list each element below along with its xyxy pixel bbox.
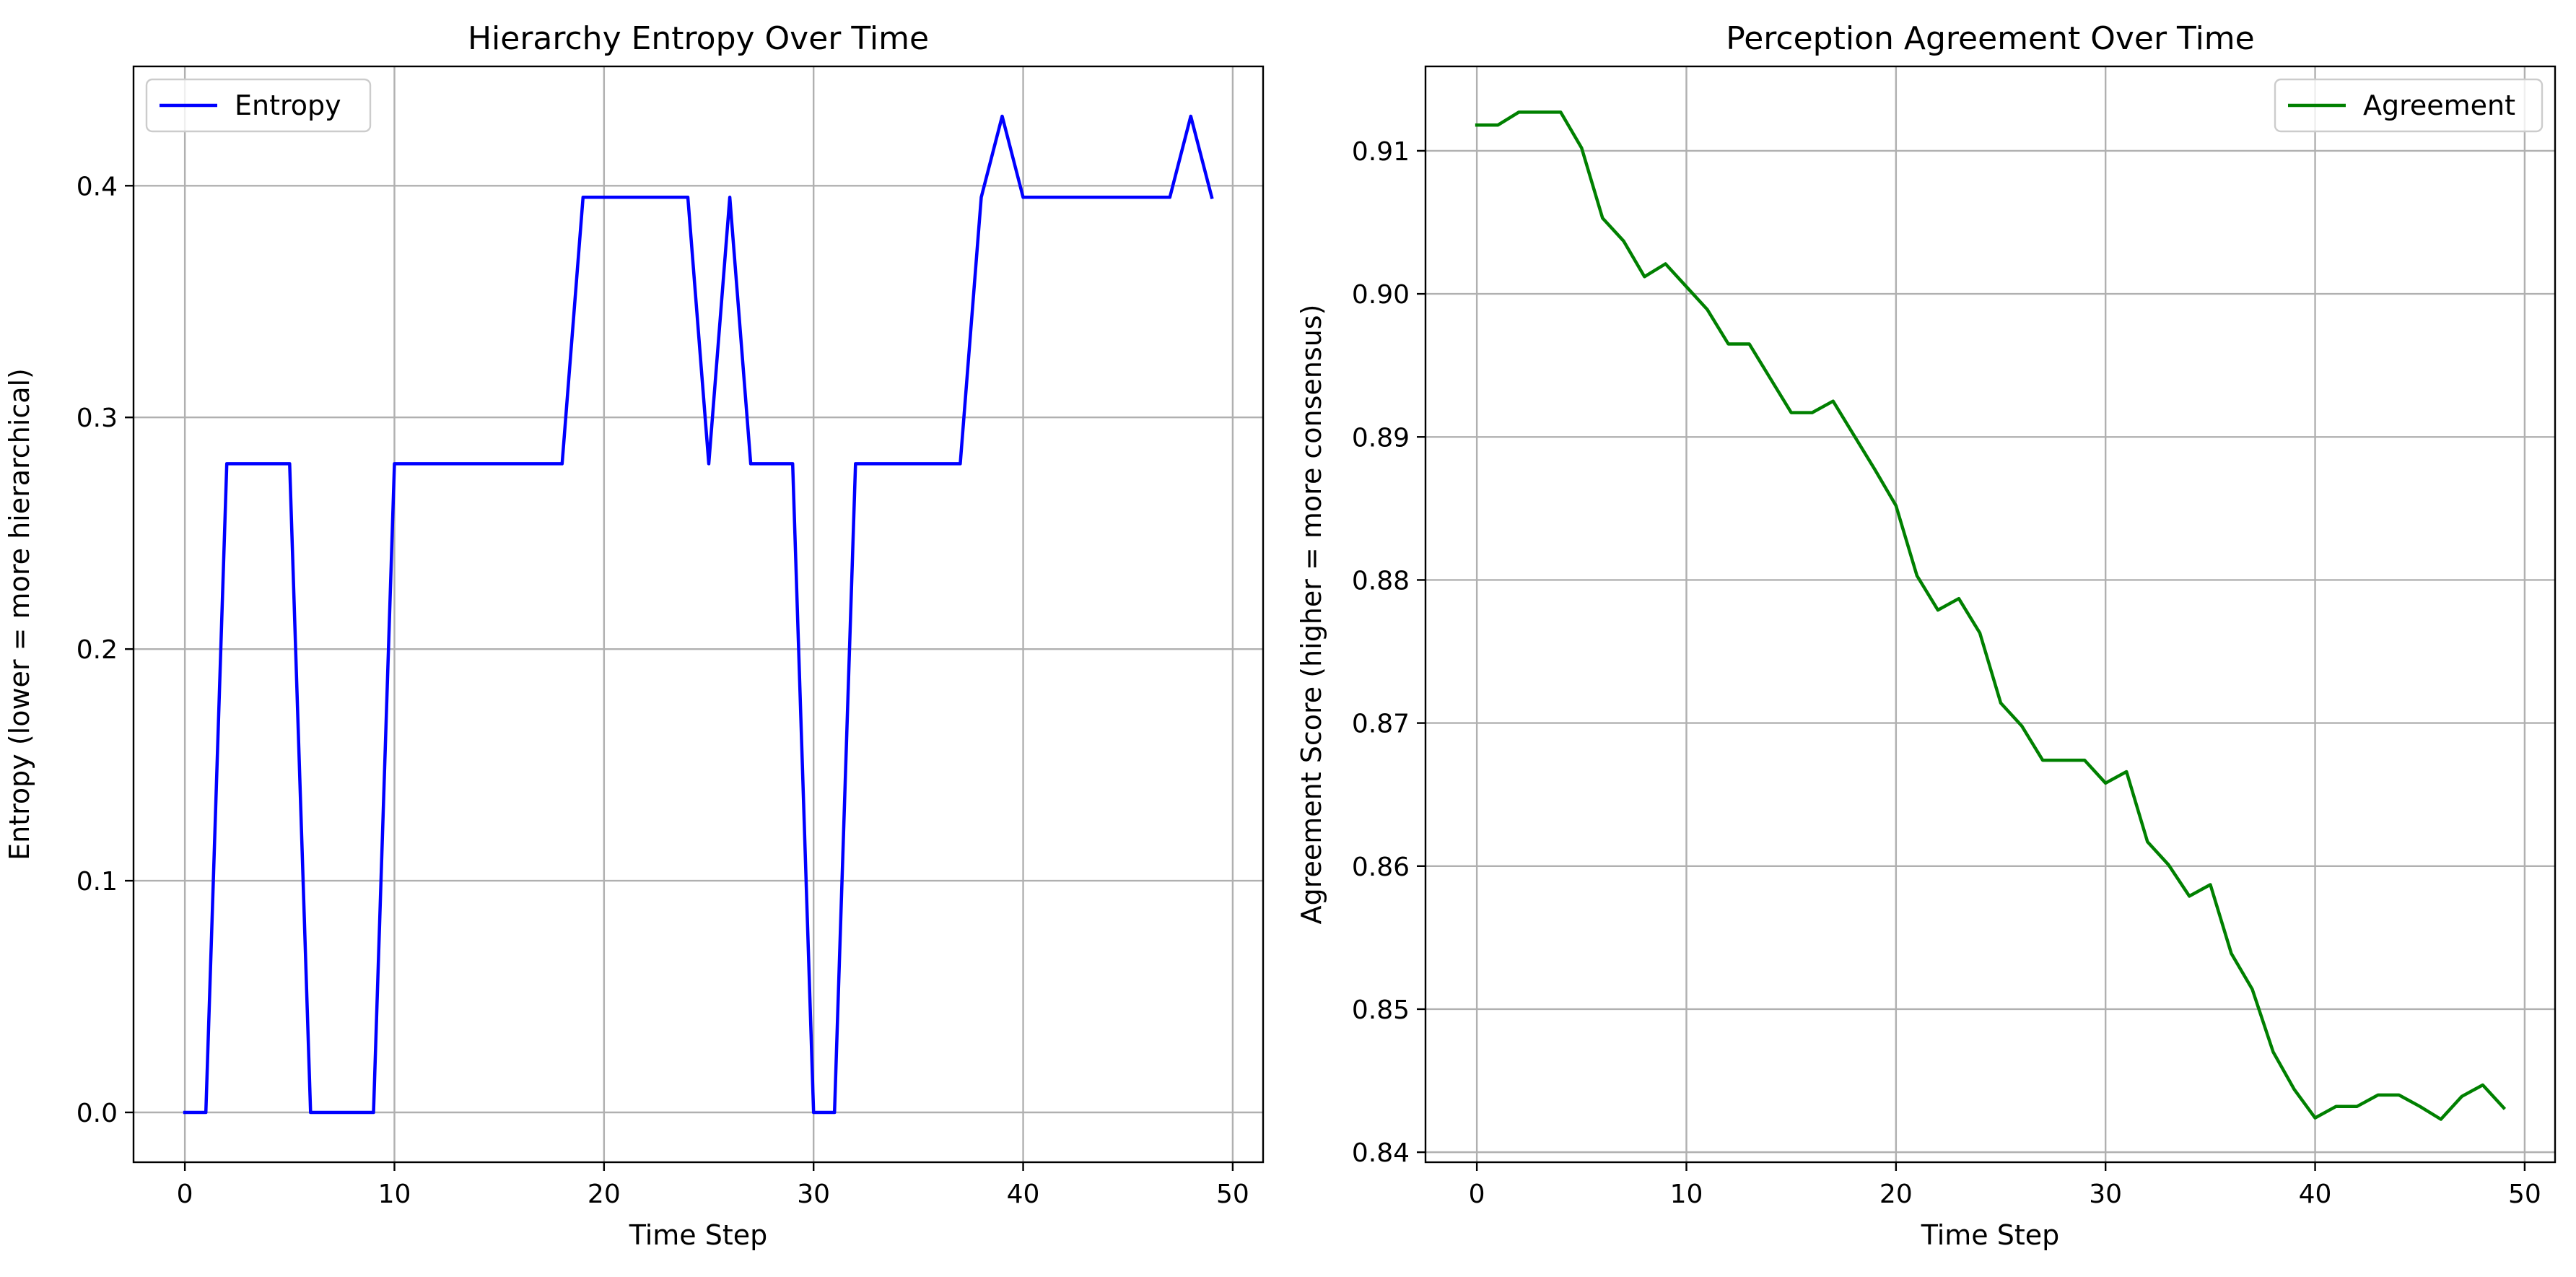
entropy-chart: 0 10 20 30 40 50 0.0 0.1 0.2 0.3 0.4 Hierarchy Entr… — [4, 20, 1265, 1251]
chart-title: Perception Agreement Over Time — [1726, 20, 2254, 57]
x-tick-label: 20 — [588, 1180, 621, 1209]
agreement-chart: 0 10 20 30 40 50 0.84 0.85 0.86 0.87 0.88 0.89 0.90 0… — [1296, 20, 2557, 1251]
legend-label: Agreement — [2363, 90, 2515, 121]
x-axis-label: Time Step — [1921, 1219, 2060, 1251]
y-tick-label: 0.89 — [1352, 423, 1410, 453]
x-tick-label: 20 — [1879, 1180, 1913, 1209]
y-tick-label: 0.3 — [77, 404, 118, 433]
chart-title: Hierarchy Entropy Over Time — [468, 20, 929, 57]
x-tick-label: 50 — [2508, 1180, 2541, 1209]
y-tick-label: 0.90 — [1352, 280, 1410, 310]
legend: Agreement — [2274, 78, 2544, 133]
legend-box — [2274, 78, 2544, 133]
y-tick-label: 0.85 — [1352, 995, 1410, 1025]
axes-frame — [1424, 65, 2557, 1164]
x-tick-label: 30 — [2089, 1180, 2122, 1209]
x-tick-label: 50 — [1216, 1180, 1249, 1209]
y-tick-label: 0.4 — [77, 172, 118, 201]
legend-label: Entropy — [235, 90, 341, 121]
legend-box — [145, 78, 372, 133]
y-tick-label: 0.0 — [77, 1099, 118, 1128]
y-tick-label: 0.87 — [1352, 710, 1410, 739]
x-tick-label: 40 — [2299, 1180, 2332, 1209]
y-tick-label: 0.91 — [1352, 137, 1410, 167]
x-tick-label: 0 — [1469, 1180, 1485, 1209]
x-axis-label: Time Step — [629, 1219, 768, 1251]
y-axis-label: Agreement Score (higher = more consensus… — [1296, 305, 1327, 925]
x-tick-label: 10 — [378, 1180, 411, 1209]
series-line-agreement — [1475, 110, 2507, 1121]
x-tick-label: 40 — [1007, 1180, 1040, 1209]
y-tick-label: 0.86 — [1352, 853, 1410, 882]
series-line-entropy — [183, 114, 1214, 1115]
y-tick-label: 0.88 — [1352, 566, 1410, 596]
x-tick-label: 0 — [177, 1180, 193, 1209]
y-tick-label: 0.2 — [77, 635, 118, 665]
x-tick-label: 10 — [1670, 1180, 1703, 1209]
x-tick-label: 30 — [797, 1180, 830, 1209]
y-tick-label: 0.84 — [1352, 1138, 1410, 1168]
legend: Entropy — [145, 78, 372, 133]
y-tick-label: 0.1 — [77, 867, 118, 897]
y-axis-label: Entropy (lower = more hierarchical) — [4, 368, 35, 860]
axes-frame — [132, 65, 1265, 1164]
